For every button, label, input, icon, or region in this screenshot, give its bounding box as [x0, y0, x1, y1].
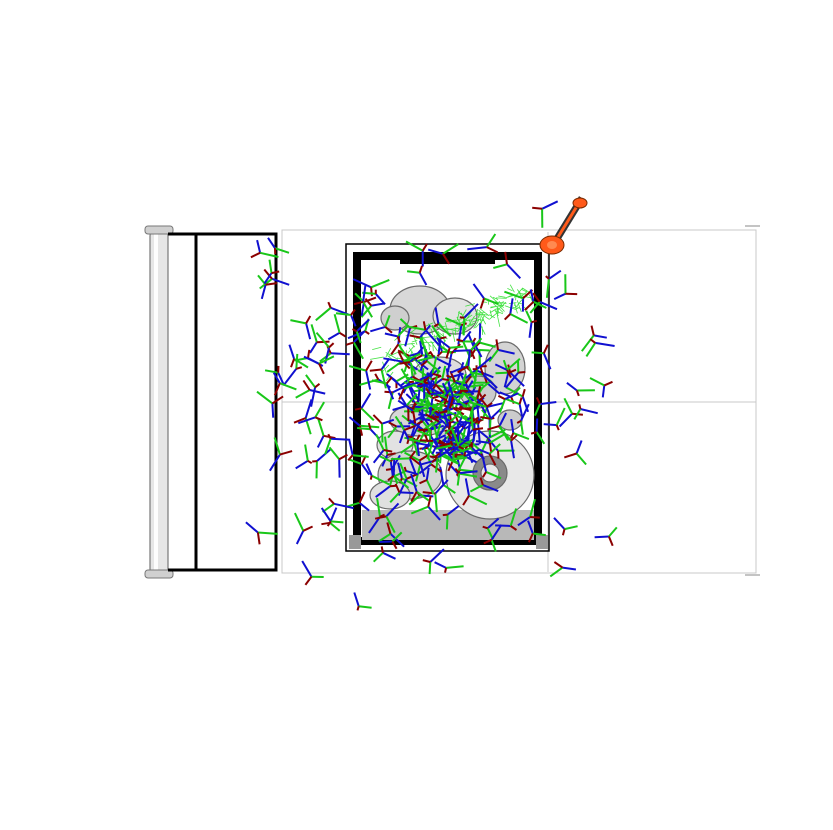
- pose-axis-triad-icon: [532, 201, 558, 227]
- pose-axis-triad-icon: [296, 380, 326, 397]
- pose-axis-triad-icon: [294, 399, 312, 434]
- pose-axis-triad-icon: [246, 522, 278, 544]
- pose-axis-triad-icon: [310, 324, 330, 353]
- pose-axis-triad-icon: [467, 234, 497, 252]
- pose-axis-triad-icon: [312, 449, 330, 478]
- pose-axis-triad-icon: [270, 438, 292, 471]
- pose-axis-triad-icon: [330, 447, 348, 477]
- pose-axis-triad-icon: [554, 518, 578, 535]
- pose-axis-triad-icon: [296, 445, 312, 469]
- pose-axis-triad-icon: [268, 238, 289, 254]
- pose-axis-triad-icon: [316, 302, 349, 320]
- pose-axis-triad-icon: [595, 527, 617, 545]
- pose-axis-triad-icon: [374, 546, 396, 561]
- pose-axis-triad-icon: [564, 441, 586, 465]
- pose-axis-triad-icon: [582, 326, 607, 352]
- pose-axis-triad-icon: [407, 266, 426, 285]
- pose-axis-triad-icon: [435, 562, 464, 572]
- pose-axis-triad-icon: [354, 593, 371, 611]
- pose-axis-triad-icon: [257, 392, 283, 418]
- pose-axis-triad-icon: [290, 316, 310, 339]
- pose-axis-triad-icon: [289, 345, 308, 368]
- pose-axis-triad-icon: [544, 408, 565, 430]
- pose-axis-triad-icon: [318, 419, 336, 448]
- pose-axis-triad-icon: [590, 378, 613, 397]
- pose-axis-triad-icon: [567, 383, 595, 396]
- pose-axis-triad-icon: [554, 274, 577, 299]
- pose-axis-triad-icon: [476, 323, 495, 347]
- pose-axis-triad-icon: [574, 404, 597, 419]
- left-rail: [145, 226, 196, 578]
- pose-axis-triad-icon: [328, 314, 345, 339]
- pose-axis-triad-icon: [320, 346, 350, 361]
- pose-axis-triad-icon: [304, 356, 334, 374]
- pose-axis-triad-icon: [586, 339, 614, 356]
- pose-axis-triad-icon: [505, 298, 528, 323]
- pose-axis-triad-icon: [295, 513, 313, 544]
- pose-axis-triad-icon: [550, 562, 576, 576]
- pose-axis-triad-icon: [423, 549, 444, 574]
